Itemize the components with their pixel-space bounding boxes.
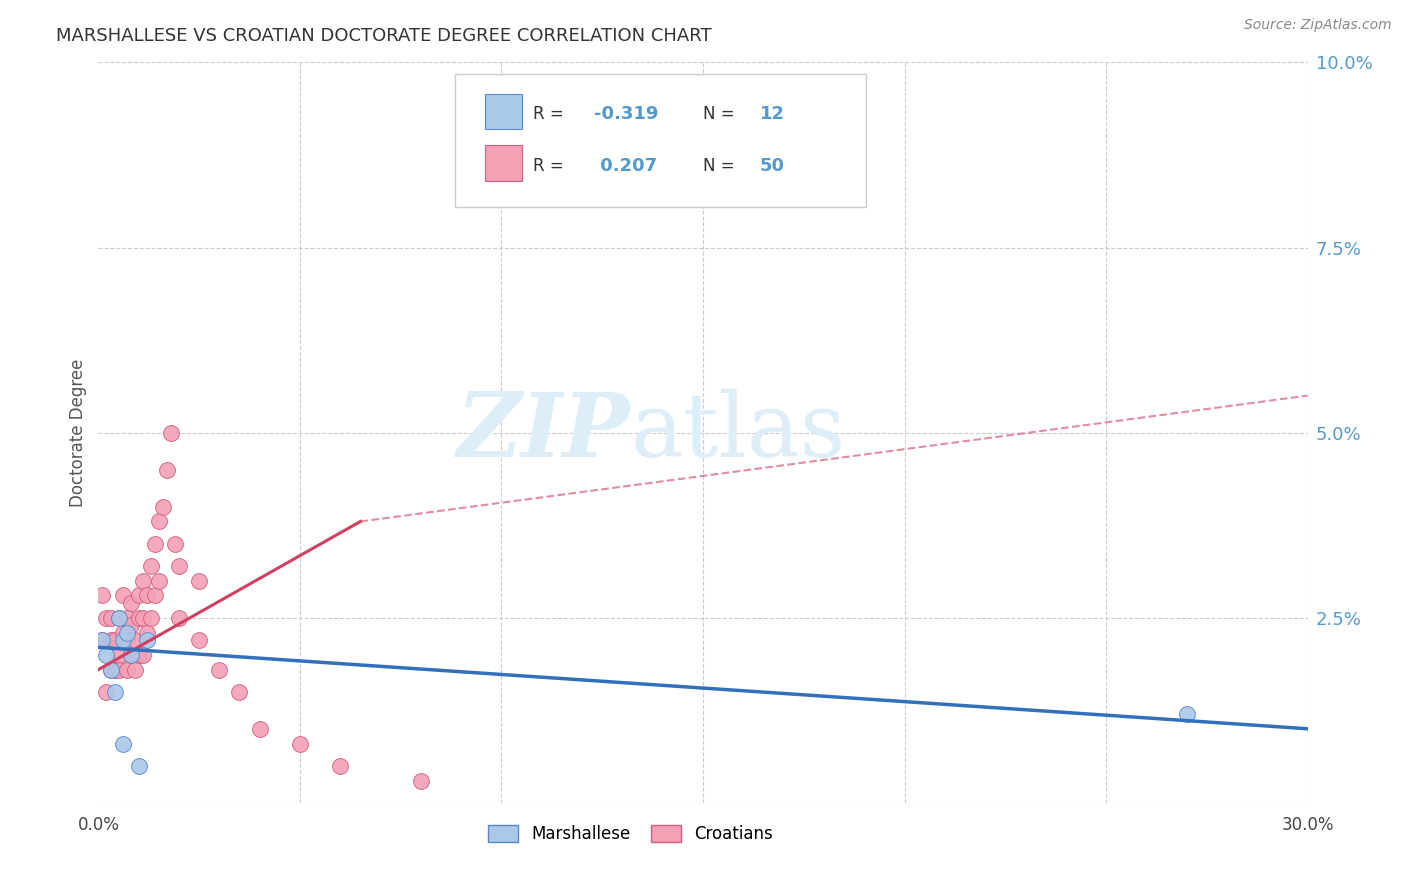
Point — [132, 648, 155, 662]
FancyBboxPatch shape — [485, 145, 522, 181]
Point — [111, 625, 134, 640]
Point — [128, 610, 150, 624]
Point — [91, 589, 114, 603]
Point — [228, 685, 250, 699]
Point — [188, 574, 211, 588]
Point — [156, 462, 179, 476]
Point — [167, 558, 190, 573]
Point — [152, 500, 174, 514]
Point — [100, 610, 122, 624]
Point — [111, 737, 134, 751]
Point — [96, 610, 118, 624]
Point — [96, 648, 118, 662]
Point — [124, 632, 146, 647]
Text: 0.207: 0.207 — [595, 157, 657, 175]
Text: R =: R = — [533, 157, 564, 175]
FancyBboxPatch shape — [485, 94, 522, 129]
Point — [409, 773, 432, 788]
Point — [115, 663, 138, 677]
Y-axis label: Doctorate Degree: Doctorate Degree — [69, 359, 87, 507]
Point — [208, 663, 231, 677]
Point — [163, 536, 186, 550]
Point — [103, 663, 125, 677]
Point — [115, 625, 138, 640]
Point — [143, 536, 166, 550]
Point — [120, 648, 142, 662]
Point — [91, 632, 114, 647]
Point — [120, 596, 142, 610]
Point — [148, 515, 170, 529]
Point — [100, 632, 122, 647]
Point — [111, 589, 134, 603]
Text: N =: N = — [703, 105, 734, 123]
Point — [128, 648, 150, 662]
Text: Source: ZipAtlas.com: Source: ZipAtlas.com — [1244, 18, 1392, 32]
Point — [100, 663, 122, 677]
Text: -0.319: -0.319 — [595, 105, 658, 123]
Point — [115, 610, 138, 624]
Point — [124, 663, 146, 677]
Point — [135, 589, 157, 603]
Point — [135, 632, 157, 647]
Point — [139, 558, 162, 573]
Point — [103, 632, 125, 647]
Text: N =: N = — [703, 157, 734, 175]
Point — [107, 610, 129, 624]
Point — [249, 722, 271, 736]
Point — [148, 574, 170, 588]
Point — [288, 737, 311, 751]
Point — [143, 589, 166, 603]
Point — [167, 610, 190, 624]
Text: atlas: atlas — [630, 389, 845, 476]
Point — [329, 758, 352, 772]
Point — [135, 625, 157, 640]
Text: MARSHALLESE VS CROATIAN DOCTORATE DEGREE CORRELATION CHART: MARSHALLESE VS CROATIAN DOCTORATE DEGREE… — [56, 27, 711, 45]
Point — [103, 685, 125, 699]
Point — [188, 632, 211, 647]
Text: 12: 12 — [759, 105, 785, 123]
FancyBboxPatch shape — [456, 73, 866, 207]
Point — [96, 685, 118, 699]
Point — [111, 632, 134, 647]
Point — [107, 610, 129, 624]
Point — [100, 663, 122, 677]
Point — [128, 589, 150, 603]
Point — [132, 574, 155, 588]
Text: R =: R = — [533, 105, 564, 123]
Point — [139, 610, 162, 624]
Legend: Marshallese, Croatians: Marshallese, Croatians — [481, 819, 779, 850]
Point — [160, 425, 183, 440]
Point — [91, 632, 114, 647]
Text: ZIP: ZIP — [457, 390, 630, 475]
Point — [1175, 706, 1198, 721]
Point — [107, 663, 129, 677]
Point — [120, 648, 142, 662]
Text: 50: 50 — [759, 157, 785, 175]
Point — [107, 648, 129, 662]
Point — [132, 610, 155, 624]
Point — [115, 632, 138, 647]
Point — [120, 618, 142, 632]
Point — [128, 758, 150, 772]
